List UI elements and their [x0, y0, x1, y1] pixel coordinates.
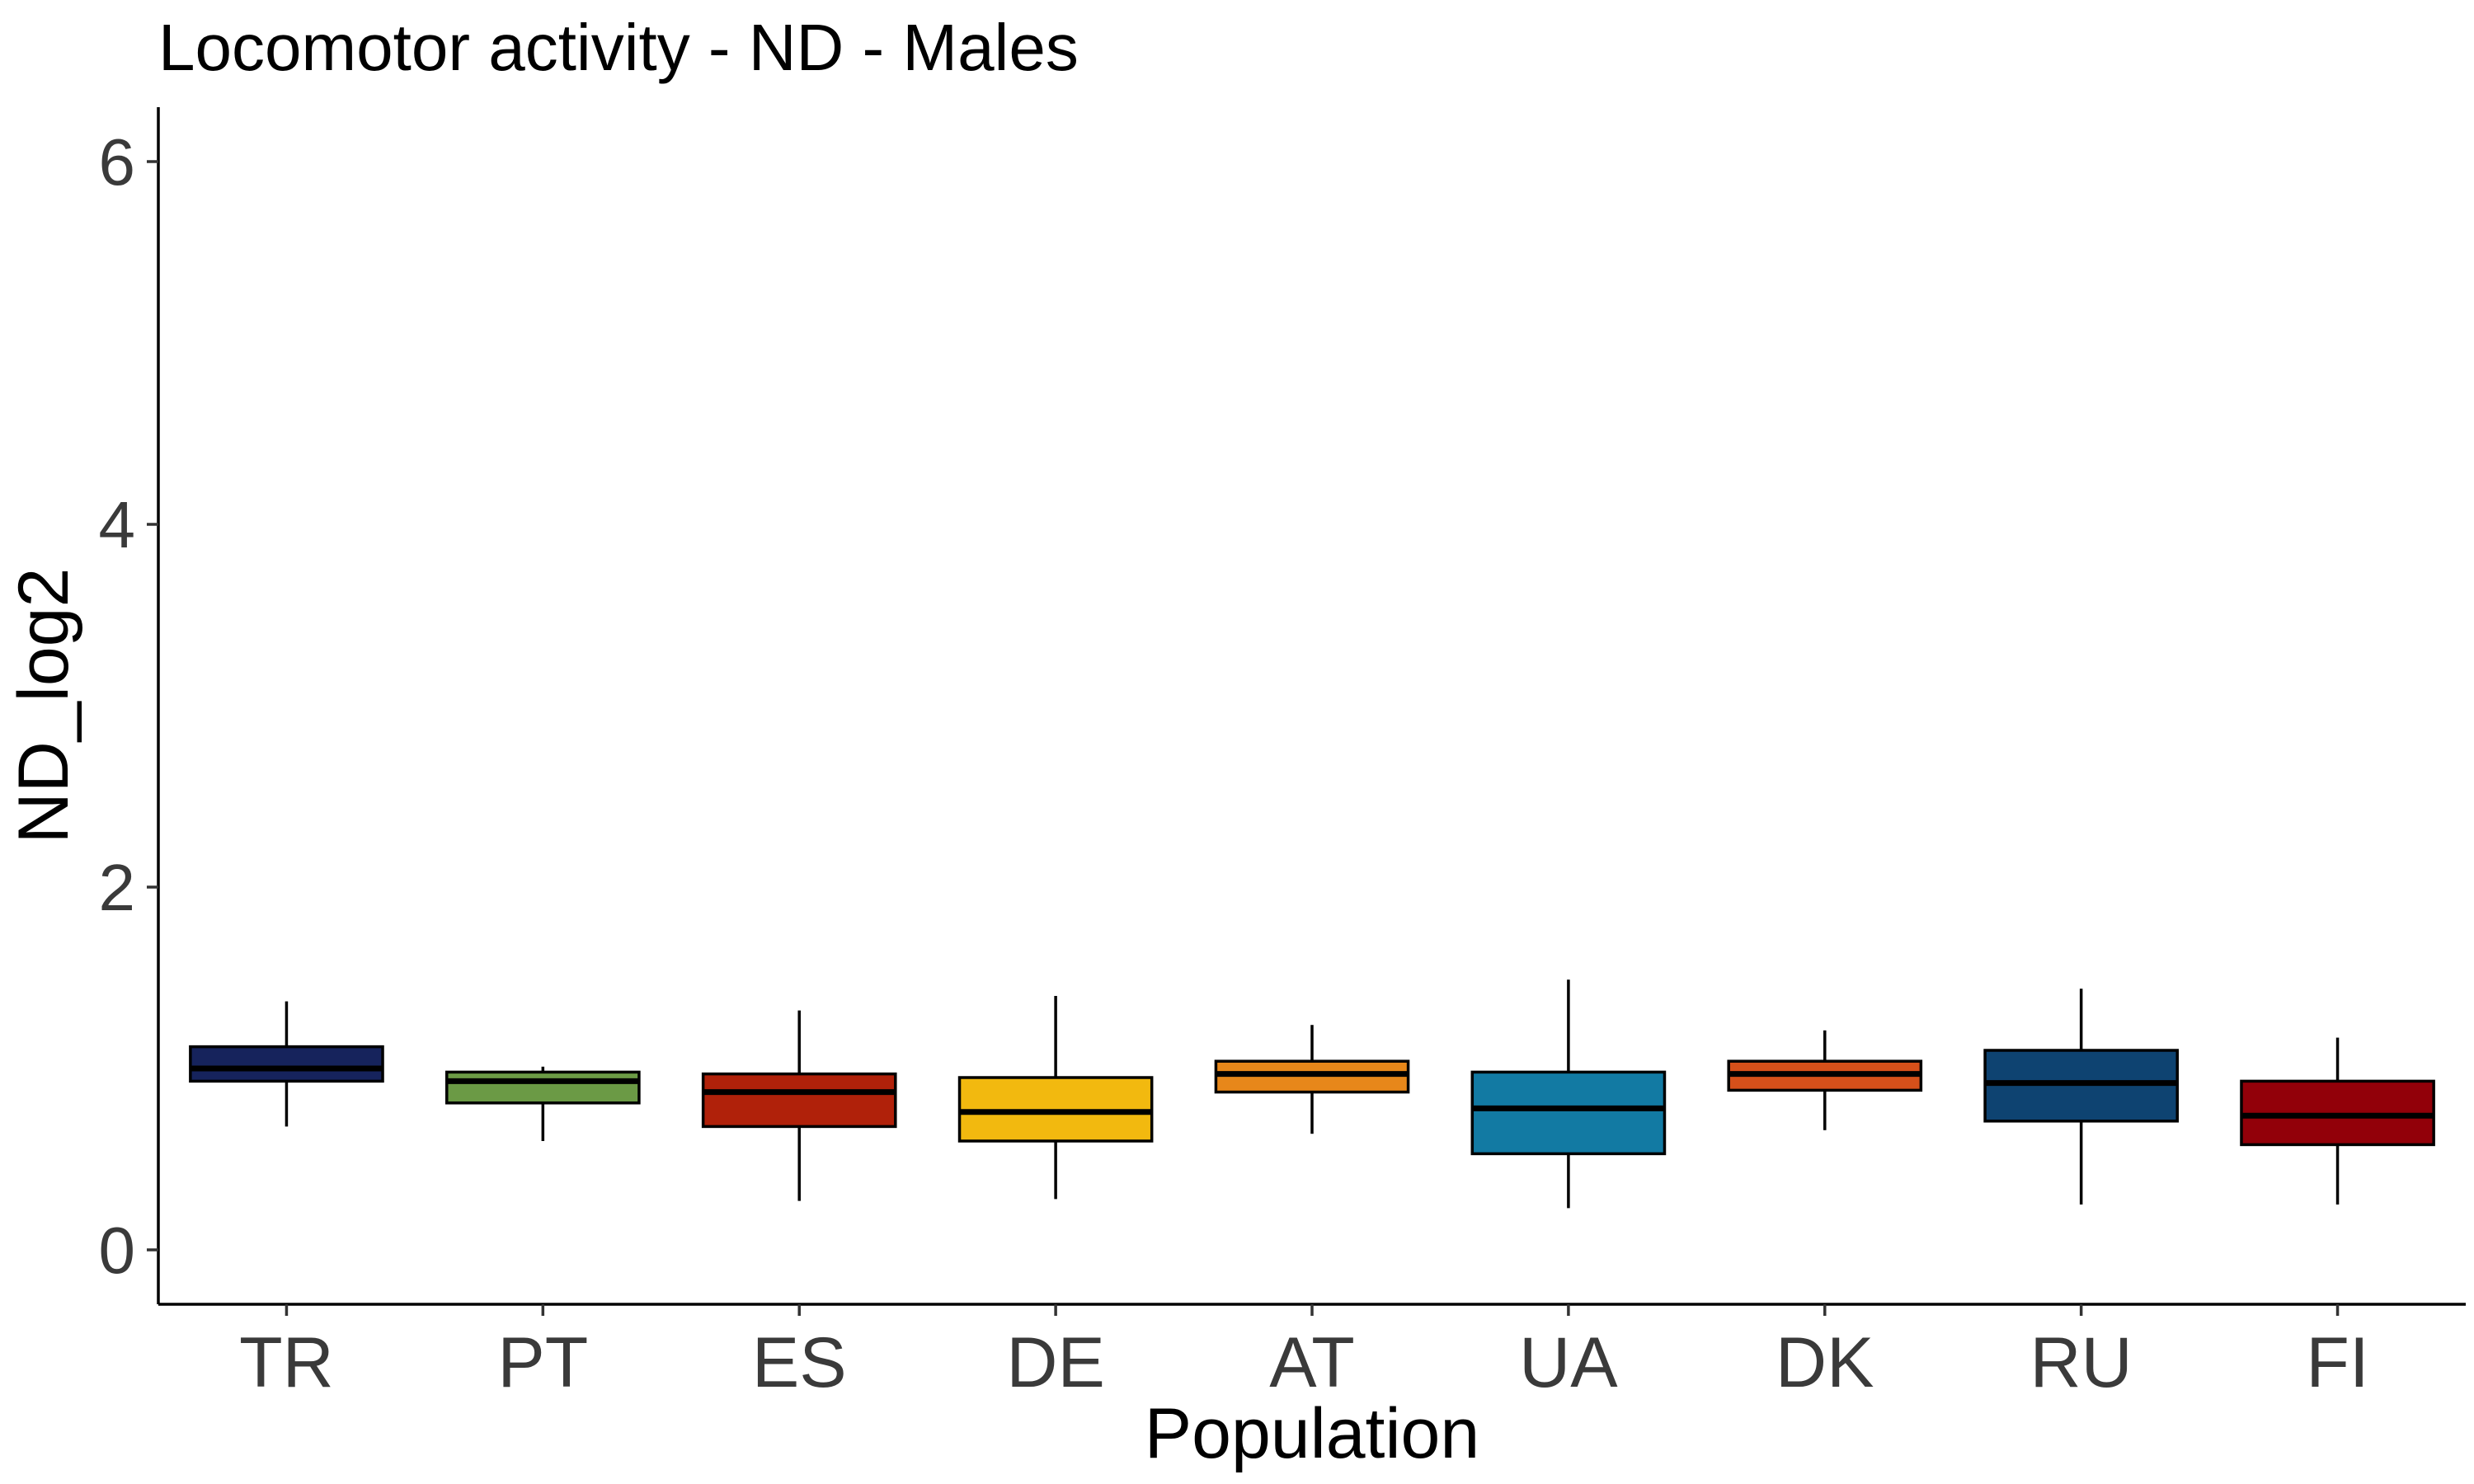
box-es [701, 1010, 897, 1201]
x-tick-label: UA [1519, 1323, 1618, 1402]
box-dk [1727, 1030, 1923, 1130]
x-tick-label: DK [1776, 1323, 1874, 1402]
boxes-group [189, 979, 2435, 1209]
x-tick-label: TR [239, 1323, 334, 1402]
x-tick-label: PT [497, 1323, 588, 1402]
x-tick-label: DE [1006, 1323, 1104, 1402]
x-tick-label: FI [2306, 1323, 2368, 1402]
box-pt [445, 1066, 641, 1141]
box-fi [2240, 1037, 2435, 1205]
x-tick-label: RU [2030, 1323, 2133, 1402]
box-at [1214, 1025, 1410, 1134]
y-tick-label: 2 [99, 851, 136, 924]
box-ua [1470, 979, 1667, 1209]
box-ru [1983, 989, 2179, 1205]
x-axis: TR PT ES DE AT UA DK RU FI [239, 1304, 2369, 1402]
box-tr [189, 1001, 384, 1127]
x-axis-title: Population [1145, 1394, 1479, 1473]
y-tick-label: 0 [99, 1214, 136, 1287]
box-iqr [189, 1045, 384, 1083]
y-tick-label: 6 [99, 125, 136, 199]
x-tick-label: AT [1269, 1323, 1355, 1402]
plot-area: 0 2 4 6 TR PT ES DE AT UA DK RU FI [99, 107, 2466, 1402]
box-iqr [701, 1072, 897, 1129]
chart-title: Locomotor activity - ND - Males [158, 11, 1079, 84]
box-de [957, 996, 1154, 1200]
box-iqr [1470, 1070, 1667, 1156]
x-tick-label: ES [752, 1323, 847, 1402]
y-axis: 0 2 4 6 [99, 125, 158, 1287]
box-iqr [445, 1070, 641, 1105]
y-axis-title: ND_log2 [4, 568, 83, 844]
y-tick-label: 4 [99, 488, 136, 561]
